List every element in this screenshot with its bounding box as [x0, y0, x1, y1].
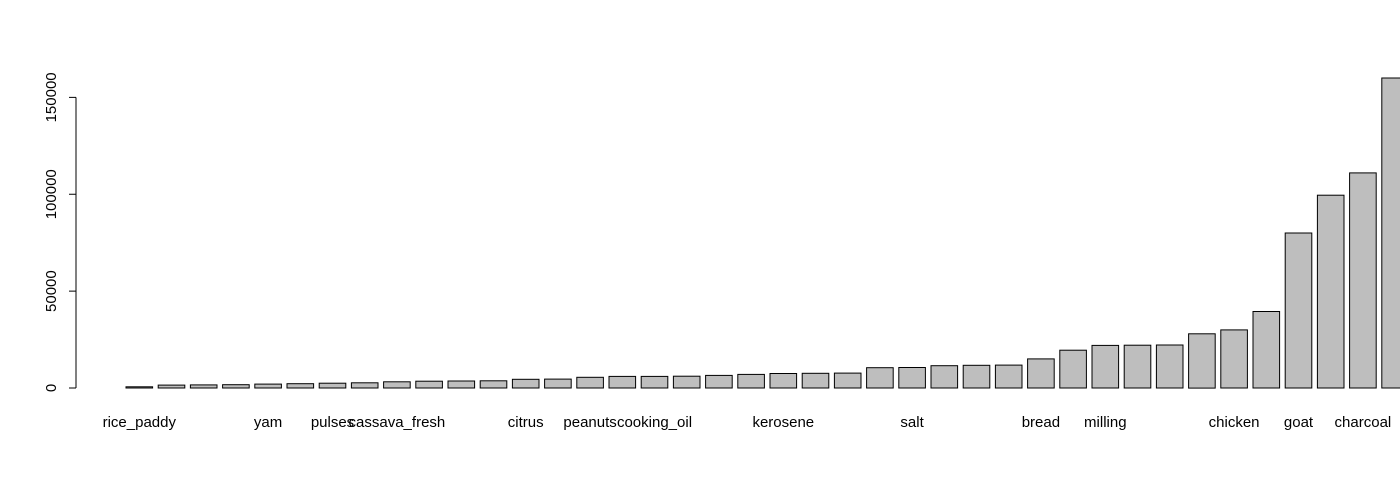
bar	[286, 383, 315, 389]
bar	[125, 386, 154, 389]
x-tick-label: milling	[1084, 414, 1127, 431]
bar	[479, 380, 508, 389]
bar	[1155, 344, 1184, 389]
bar	[1188, 333, 1216, 389]
bar	[350, 382, 379, 389]
bar	[1123, 344, 1152, 389]
x-tick-label: yam	[254, 414, 282, 431]
x-tick-label: cassava_fresh	[349, 414, 446, 431]
y-axis: 0 50000 100000 150000	[43, 72, 77, 392]
x-tick-label: peanuts	[563, 414, 616, 431]
y-tick-label: 50000	[43, 270, 60, 312]
bar	[1220, 329, 1248, 389]
x-tick-label: goat	[1284, 414, 1314, 431]
x-tick-label: chicken	[1209, 414, 1260, 431]
bar	[1252, 311, 1281, 389]
bar	[640, 375, 669, 389]
bar	[189, 384, 218, 389]
bar	[254, 383, 282, 389]
bar	[1091, 344, 1120, 389]
bar	[705, 374, 733, 389]
x-tick-label: bread	[1022, 414, 1060, 431]
x-tick-label: charcoal	[1335, 414, 1392, 431]
bar	[898, 367, 926, 389]
bar	[608, 375, 637, 389]
x-tick-label: pulses	[311, 414, 354, 431]
bar	[801, 372, 830, 389]
bar	[994, 364, 1023, 389]
bar	[415, 380, 443, 389]
bar	[544, 378, 572, 389]
bar	[576, 376, 604, 389]
x-tick-label: salt	[900, 414, 924, 431]
bar	[318, 382, 347, 389]
bar	[1316, 194, 1345, 389]
bar	[447, 380, 476, 389]
bar	[383, 381, 411, 389]
bar	[157, 384, 186, 389]
x-tick-label: cooking_oil	[617, 414, 692, 431]
x-tick-label: rice_paddy	[103, 414, 177, 431]
y-tick-label: 150000	[43, 72, 60, 122]
bar	[1349, 172, 1377, 389]
bar	[930, 365, 959, 389]
y-tick-label: 100000	[43, 169, 60, 219]
bar	[1059, 349, 1087, 389]
y-tick-label: 0	[43, 384, 60, 392]
x-tick-label: citrus	[508, 414, 544, 431]
bars-group	[125, 77, 1400, 389]
bar	[737, 373, 765, 389]
bar	[222, 384, 250, 389]
bar	[1381, 77, 1400, 389]
bar	[672, 375, 701, 389]
bar	[833, 372, 862, 389]
bar	[1284, 232, 1313, 389]
bar	[511, 378, 540, 389]
bar	[769, 373, 798, 389]
bar	[1027, 358, 1055, 389]
x-tick-label: kerosene	[752, 414, 814, 431]
bar	[962, 364, 991, 389]
bar	[866, 367, 894, 389]
